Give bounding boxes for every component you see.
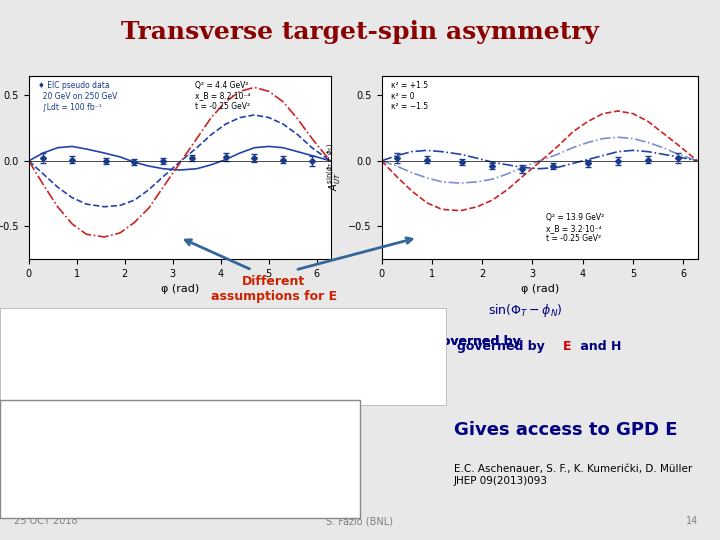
Text: Transverse target-spin asymmetry: Transverse target-spin asymmetry bbox=[121, 21, 599, 44]
X-axis label: φ (rad): φ (rad) bbox=[521, 285, 559, 294]
Text: Gives access to GPD E: Gives access to GPD E bbox=[454, 421, 677, 439]
Text: κ² = +1.5
κ² = 0
κ² = −1.5: κ² = +1.5 κ² = 0 κ² = −1.5 bbox=[391, 81, 428, 111]
Text: $\frac{1}{2}=J_q^z+J_g^z=\frac{1}{2}\Delta\Sigma+\sum_q \mathcal{L}_q^z+J_g^z$: $\frac{1}{2}=J_q^z+J_g^z=\frac{1}{2}\Del… bbox=[14, 427, 151, 451]
Text: S. Fazio (BNL): S. Fazio (BNL) bbox=[326, 516, 394, 526]
Y-axis label: $A_{UT}^{\sin(\phi_T-\phi_S)}$: $A_{UT}^{\sin(\phi_T-\phi_S)}$ bbox=[325, 143, 343, 192]
Text: governed by: governed by bbox=[433, 335, 526, 348]
Text: ♦ EIC pseudo data
  20 GeV on 250 GeV
  ∫Ldt = 100 fb⁻¹: ♦ EIC pseudo data 20 GeV on 250 GeV ∫Ldt… bbox=[38, 81, 117, 111]
Text: Spin-Sum-Rule in PRF:: Spin-Sum-Rule in PRF: bbox=[14, 405, 137, 415]
Text: 14: 14 bbox=[686, 516, 698, 526]
Text: 25 OCT 2018: 25 OCT 2018 bbox=[14, 516, 78, 526]
Text: Q² = 4.4 GeV²
x_B = 8.2·10⁻⁴
t = -0.25 GeV²: Q² = 4.4 GeV² x_B = 8.2·10⁻⁴ t = -0.25 G… bbox=[195, 81, 251, 111]
X-axis label: φ (rad): φ (rad) bbox=[161, 285, 199, 294]
Text: and: and bbox=[576, 340, 611, 353]
Text: E: E bbox=[563, 340, 572, 353]
Text: Q² = 13.9 GeV²
x_B = 3.2·10⁻⁴
t = -0.25 GeV²: Q² = 13.9 GeV² x_B = 3.2·10⁻⁴ t = -0.25 … bbox=[546, 213, 605, 243]
Ellipse shape bbox=[294, 336, 340, 361]
Text: $A_{UT} \propto \sqrt{\frac{-t}{4M^2}}\left[F_2(t)H(\xi,\xi,t,Q^2) - F_1(t)E(\xi: $A_{UT} \propto \sqrt{\frac{-t}{4M^2}}\l… bbox=[7, 324, 318, 350]
Text: Different
assumptions for E: Different assumptions for E bbox=[210, 275, 337, 303]
Ellipse shape bbox=[150, 336, 196, 361]
Text: H: H bbox=[611, 340, 621, 353]
Text: $J_{q\text{-}g}^z=\frac{1}{2}\left(\int_{-1}^{1}x\,dx\left(H^{(q\text{-}g)}+E^{(: $J_{q\text{-}g}^z=\frac{1}{2}\left(\int_… bbox=[14, 470, 192, 496]
Text: E.C. Aschenauer, S. F., K. Kumerički, D. Müller
JHEP 09(2013)093: E.C. Aschenauer, S. F., K. Kumerički, D.… bbox=[454, 464, 692, 486]
Text: from g₁: from g₁ bbox=[158, 405, 204, 415]
Text: governed by: governed by bbox=[457, 340, 549, 353]
Text: governed by: governed by bbox=[433, 335, 526, 348]
Text: $\sin(\Phi_T - \phi_N)$: $\sin(\Phi_T - \phi_N)$ bbox=[488, 302, 563, 319]
Text: $\Delta\Sigma$: $\Delta\Sigma$ bbox=[107, 427, 122, 438]
